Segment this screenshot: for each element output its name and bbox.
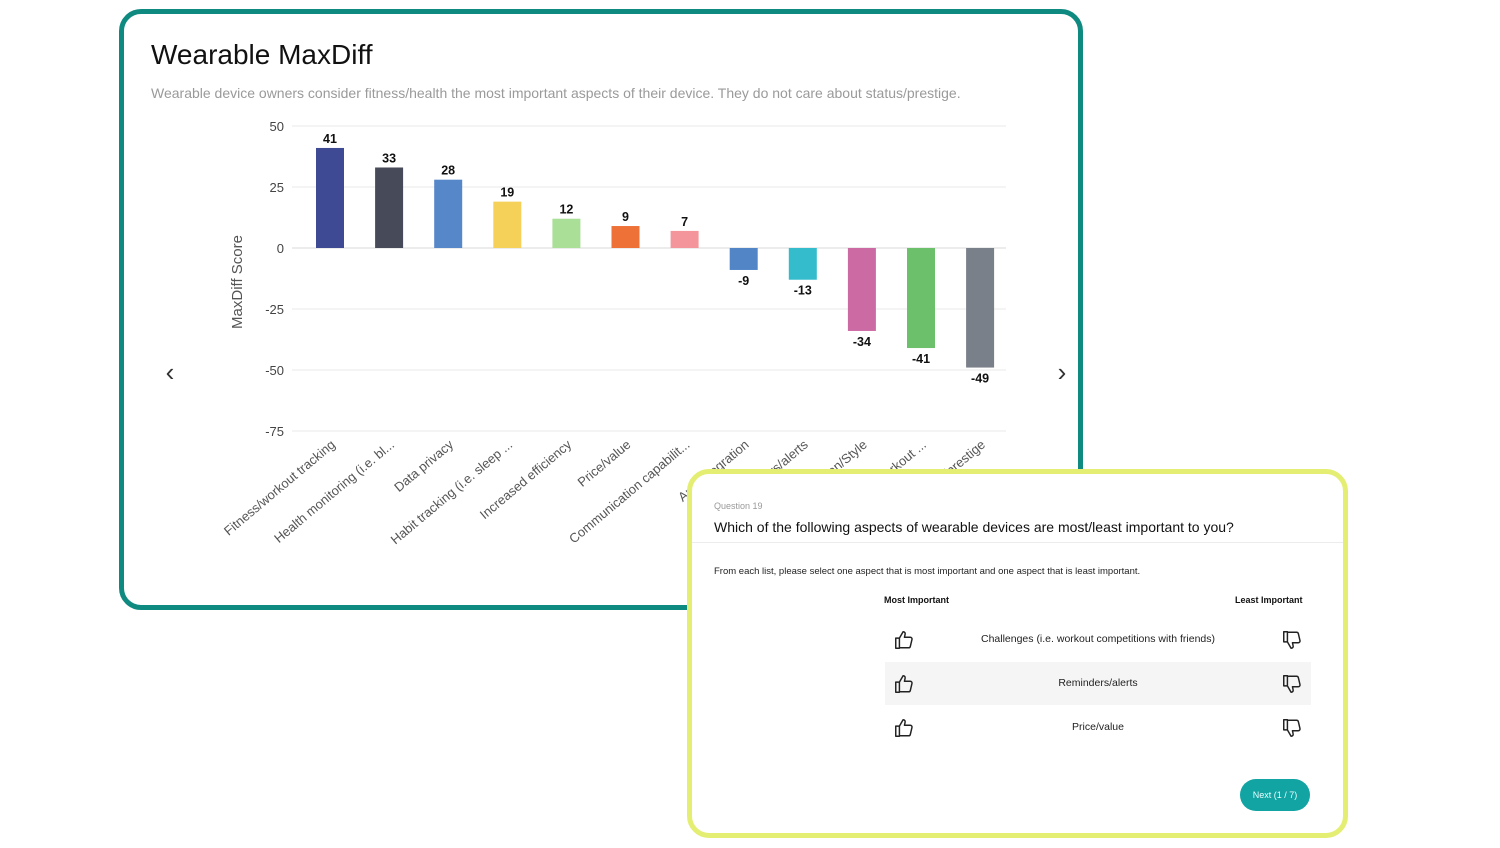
chart-card: Wearable MaxDiff Wearable device owners … xyxy=(119,9,1083,610)
option-row: Challenges (i.e. workout competitions wi… xyxy=(885,618,1311,661)
thumbs-up-icon[interactable] xyxy=(893,673,915,695)
option-row: Price/value xyxy=(885,706,1311,749)
data-label: 41 xyxy=(323,132,337,146)
survey-card: Question 19 Which of the following aspec… xyxy=(687,469,1348,838)
data-label: -13 xyxy=(794,284,812,298)
question-number: Question 19 xyxy=(714,501,763,511)
option-label: Reminders/alerts xyxy=(1058,677,1138,689)
bar xyxy=(611,226,640,248)
bar xyxy=(847,248,876,331)
bar xyxy=(493,201,522,248)
y-tick-label: 0 xyxy=(277,241,284,256)
data-label: -49 xyxy=(971,372,989,386)
chevron-right-icon[interactable]: › xyxy=(1057,357,1067,387)
data-label: 33 xyxy=(382,151,396,165)
x-tick-label: Communication capabilit... xyxy=(566,437,692,546)
x-tick-label: Fitness/workout tracking xyxy=(221,437,338,539)
data-label: 19 xyxy=(500,186,514,200)
y-tick-label: 50 xyxy=(270,119,284,134)
y-tick-label: -50 xyxy=(265,363,284,378)
y-tick-label: 25 xyxy=(270,180,284,195)
option-label: Price/value xyxy=(1072,721,1124,733)
least-important-header: Least Important xyxy=(1235,595,1303,605)
thumbs-up-icon[interactable] xyxy=(893,629,915,651)
data-label: 12 xyxy=(559,203,573,217)
y-tick-label: -25 xyxy=(265,302,284,317)
thumbs-down-icon[interactable] xyxy=(1281,717,1303,739)
data-label: -9 xyxy=(738,274,749,288)
next-button[interactable]: Next (1 / 7) xyxy=(1240,779,1310,811)
option-label: Challenges (i.e. workout competitions wi… xyxy=(980,633,1216,645)
bar xyxy=(907,248,935,349)
data-label: -41 xyxy=(912,352,930,366)
question-instructions: From each list, please select one aspect… xyxy=(714,566,1141,577)
bar xyxy=(966,248,995,368)
thumbs-down-icon[interactable] xyxy=(1281,673,1303,695)
x-tick-label: Health monitoring (i.e. bl... xyxy=(271,437,397,546)
x-tick-label: Price/value xyxy=(575,437,634,490)
bar xyxy=(316,147,344,248)
data-label: 7 xyxy=(681,215,688,229)
chevron-left-icon[interactable]: ‹ xyxy=(165,357,175,387)
question-text: Which of the following aspects of wearab… xyxy=(714,519,1234,535)
y-axis-label: MaxDiff Score xyxy=(229,235,246,329)
y-tick-label: -75 xyxy=(265,424,284,439)
thumbs-up-icon[interactable] xyxy=(893,717,915,739)
data-label: 28 xyxy=(441,164,455,178)
x-tick-label: Habit tracking (i.e. sleep ... xyxy=(388,437,516,547)
bar xyxy=(788,248,817,280)
bar xyxy=(552,218,581,248)
bar xyxy=(375,167,404,248)
data-label: 9 xyxy=(622,210,629,224)
data-label: -34 xyxy=(853,335,871,349)
option-row: Reminders/alerts xyxy=(885,662,1311,705)
bar xyxy=(729,248,758,270)
maxdiff-bar-chart: 50 25 0 -25 -50 -75 MaxDiff Score 41 Fitness/wor… xyxy=(221,119,1006,547)
bar xyxy=(670,230,699,248)
divider xyxy=(692,542,1343,543)
thumbs-down-icon[interactable] xyxy=(1281,629,1303,651)
bar xyxy=(434,179,463,248)
most-important-header: Most Important xyxy=(884,595,949,605)
chart-subtitle: Wearable device owners consider fitness/… xyxy=(151,85,961,101)
chart-title: Wearable MaxDiff xyxy=(151,39,373,70)
